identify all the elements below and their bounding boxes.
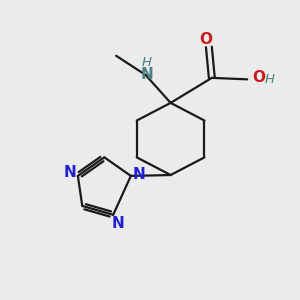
- Text: N: N: [111, 216, 124, 231]
- Text: N: N: [141, 68, 153, 82]
- Text: H: H: [142, 56, 152, 69]
- Text: H: H: [264, 74, 274, 86]
- Text: N: N: [133, 167, 146, 182]
- Text: O: O: [253, 70, 266, 86]
- Text: N: N: [63, 166, 76, 181]
- Text: O: O: [200, 32, 212, 47]
